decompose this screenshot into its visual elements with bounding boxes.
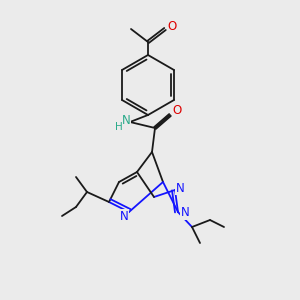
Text: N: N	[181, 206, 189, 220]
Text: N: N	[176, 182, 184, 194]
Text: O: O	[167, 20, 177, 34]
Text: H: H	[115, 122, 123, 132]
Text: N: N	[120, 209, 128, 223]
Text: N: N	[122, 115, 130, 128]
Text: O: O	[172, 104, 182, 118]
